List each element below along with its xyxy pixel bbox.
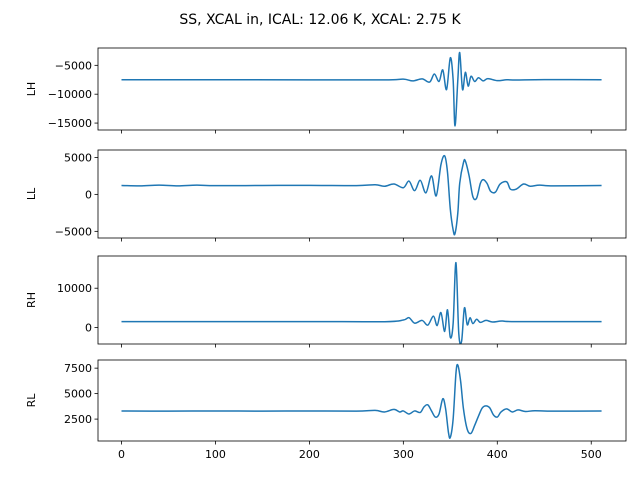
y-tick-label: 0 <box>85 322 92 335</box>
x-tick-label: 400 <box>487 448 508 461</box>
axes-frame <box>97 47 627 131</box>
x-tick-label: 300 <box>393 448 414 461</box>
x-tick-label: 500 <box>581 448 602 461</box>
x-tick-label: 0 <box>118 448 125 461</box>
panel-lh: −5000 −10000 −15000 LH <box>25 47 627 134</box>
panel-ll: 5000 0 −5000 LL <box>25 149 627 242</box>
y-tick-label: −5000 <box>55 225 92 238</box>
y-tick-label: 5000 <box>64 388 92 401</box>
series-line-ll <box>121 154 602 236</box>
axes-frame <box>97 359 627 442</box>
y-tick-label: 0 <box>85 188 92 201</box>
series-line-lh <box>121 51 602 127</box>
y-tick-label: 2500 <box>64 413 92 426</box>
y-tick-label: 7500 <box>64 362 92 375</box>
y-tick-label: 5000 <box>64 151 92 164</box>
x-tick-label: 200 <box>299 448 320 461</box>
y-tick-label: −15000 <box>48 117 92 130</box>
chart-title: SS, XCAL in, ICAL: 12.06 K, XCAL: 2.75 K <box>179 12 461 28</box>
y-tick-label: −5000 <box>55 59 92 72</box>
y-tick-label: 10000 <box>57 282 92 295</box>
y-axis-label: LH <box>25 82 38 96</box>
y-axis-label: RH <box>25 292 38 308</box>
x-tick-label: 100 <box>205 448 226 461</box>
series-line-rh <box>121 261 602 344</box>
series-line-rl <box>121 363 602 439</box>
panel-rh: 10000 0 RH <box>25 255 627 348</box>
panel-rl: 7500 5000 2500 RL 0 100 200 300 400 500 <box>25 359 627 461</box>
axes-frame <box>97 255 627 345</box>
y-axis-label: RL <box>25 393 38 408</box>
y-axis-label: LL <box>25 187 38 200</box>
axes-frame <box>97 149 627 239</box>
y-tick-label: −10000 <box>48 88 92 101</box>
